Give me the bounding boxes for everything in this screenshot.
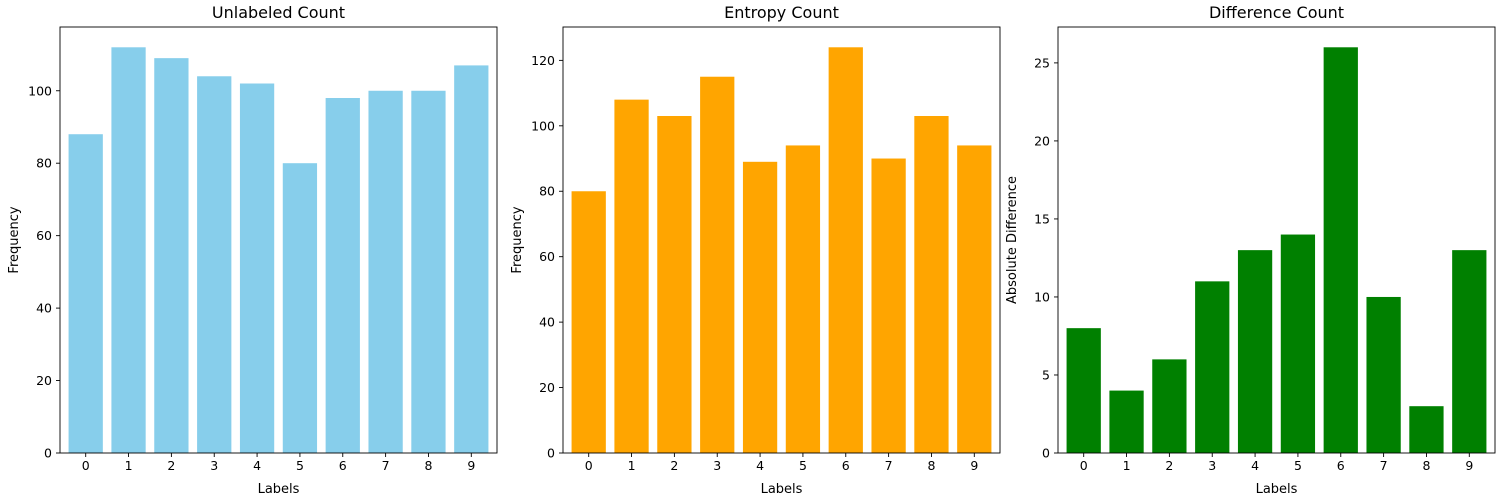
x-tick-label: 2	[670, 458, 678, 473]
x-tick-label: 0	[1080, 458, 1088, 473]
x-tick-label: 0	[82, 458, 90, 473]
x-tick-label: 7	[1380, 458, 1388, 473]
x-tick-label: 9	[1465, 458, 1473, 473]
x-tick-label: 6	[842, 458, 850, 473]
bar-1	[1109, 390, 1144, 453]
bar-2	[1152, 359, 1187, 453]
bar-8	[411, 90, 446, 453]
y-tick-label: 60	[539, 249, 555, 264]
x-tick-label: 9	[970, 458, 978, 473]
x-tick-label: 2	[1165, 458, 1173, 473]
bar-3	[1195, 281, 1230, 453]
bar-1	[111, 47, 146, 453]
bar-0	[571, 191, 606, 453]
bar-4	[742, 161, 778, 454]
y-tick-label: 80	[539, 184, 555, 199]
chart-panel-2: 0 1 2 3 4 5 6 7 8 9 0 5 10 15 20 25 Difference Count Labe…	[1005, 3, 1496, 497]
x-tick-label: 1	[125, 458, 133, 473]
bar-2	[657, 116, 692, 453]
y-tick-label: 5	[1042, 367, 1050, 382]
x-tick-label: 1	[1123, 458, 1131, 473]
axes-frame	[1057, 26, 1496, 454]
bar-6	[325, 98, 360, 453]
axes-frame	[59, 26, 498, 454]
x-tick-label: 8	[927, 458, 935, 473]
y-tick-label: 20	[1034, 133, 1050, 148]
bar-0	[1066, 328, 1101, 453]
y-tick-label: 120	[531, 53, 555, 68]
x-tick-label: 4	[1251, 458, 1259, 473]
x-tick-label: 4	[756, 458, 764, 473]
x-tick-label: 5	[799, 458, 807, 473]
y-tick-label: 60	[36, 228, 52, 243]
bar-9	[957, 145, 992, 453]
chart-title: Entropy Count	[724, 3, 839, 22]
y-tick-label: 15	[1034, 211, 1050, 226]
chart-title: Difference Count	[1209, 3, 1344, 22]
bar-4	[239, 83, 275, 453]
bar-7	[871, 158, 906, 453]
x-tick-label: 8	[1422, 458, 1430, 473]
x-tick-label: 5	[296, 458, 304, 473]
bar-9	[454, 65, 489, 454]
y-axis-label: Absolute Difference	[1005, 176, 1020, 304]
x-tick-label: 4	[253, 458, 261, 473]
bar-5	[282, 163, 318, 453]
bar-1	[614, 99, 649, 453]
x-axis-label: Labels	[258, 482, 300, 497]
x-tick-label: 0	[585, 458, 593, 473]
bar-9	[1452, 250, 1487, 453]
x-tick-label: 3	[713, 458, 721, 473]
y-tick-label: 20	[36, 373, 52, 388]
y-tick-label: 10	[1034, 289, 1050, 304]
x-tick-label: 1	[628, 458, 636, 473]
bar-7	[1366, 296, 1401, 453]
y-tick-label: 0	[1042, 446, 1050, 461]
bar-6	[828, 47, 863, 453]
bar-3	[700, 76, 735, 453]
x-tick-label: 5	[1294, 458, 1302, 473]
chart-title: Unlabeled Count	[212, 3, 345, 22]
bar-5	[785, 145, 821, 453]
bar-8	[1409, 406, 1444, 453]
x-tick-label: 7	[885, 458, 893, 473]
x-tick-label: 6	[339, 458, 347, 473]
bar-5	[1280, 234, 1316, 453]
x-tick-label: 2	[167, 458, 175, 473]
y-tick-label: 20	[539, 380, 555, 395]
bar-8	[914, 116, 949, 453]
y-tick-label: 40	[539, 315, 555, 330]
x-tick-label: 3	[1208, 458, 1216, 473]
y-tick-label: 100	[28, 83, 52, 98]
chart-panel-1: 0 1 2 3 4 5 6 7 8 9 0 20 40 60 80 100 120 Entropy Count La…	[510, 3, 1001, 497]
bar-4	[1237, 250, 1273, 453]
x-axis-label: Labels	[761, 482, 803, 497]
axes-frame	[562, 26, 1001, 454]
bar-6	[1323, 47, 1358, 453]
x-tick-label: 6	[1337, 458, 1345, 473]
x-tick-label: 3	[210, 458, 218, 473]
y-tick-label: 100	[531, 118, 555, 133]
bar-2	[154, 58, 189, 454]
x-axis-label: Labels	[1256, 482, 1298, 497]
y-tick-label: 80	[36, 156, 52, 171]
y-tick-label: 0	[547, 446, 555, 461]
x-tick-label: 9	[467, 458, 475, 473]
chart-panel-0: 0 1 2 3 4 5 6 7 8 9 0 20 40 60 80 100 Unlabeled Count Lab…	[7, 3, 498, 497]
y-tick-label: 0	[44, 446, 52, 461]
bar-3	[197, 76, 232, 454]
y-axis-label: Frequency	[510, 206, 525, 273]
x-tick-label: 8	[424, 458, 432, 473]
y-tick-label: 40	[36, 301, 52, 316]
bar-0	[68, 134, 103, 453]
y-axis-label: Frequency	[7, 206, 22, 273]
x-tick-label: 7	[382, 458, 390, 473]
y-tick-label: 25	[1034, 55, 1050, 70]
bar-7	[368, 90, 403, 453]
